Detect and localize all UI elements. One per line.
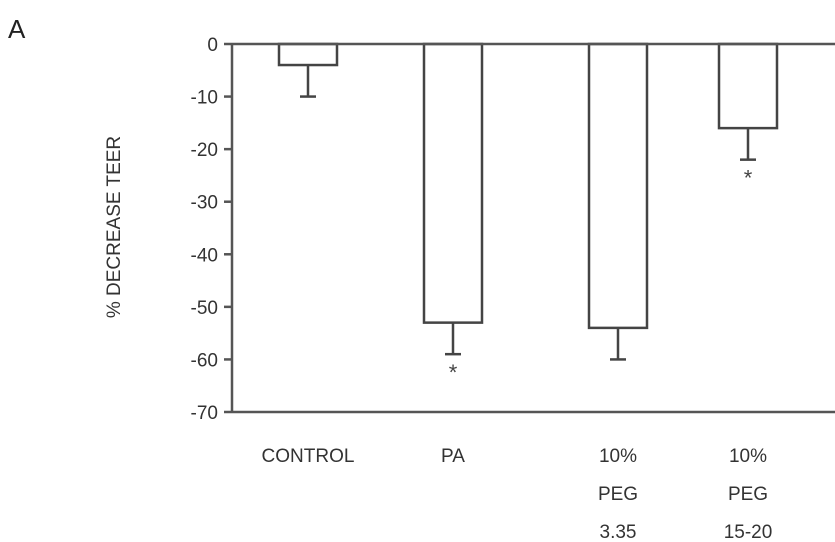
x-axis-categories: CONTROL PA 10% PEG 3.35 10% PEG 15-20 (262, 446, 773, 542)
bar (277, 42, 339, 67)
panel-label: A (8, 14, 26, 44)
y-tick-label: 0 (207, 35, 218, 56)
x-category-label: 10% (599, 446, 637, 467)
y-tick-label: -50 (191, 298, 218, 319)
x-category-label: 15-20 (724, 522, 773, 542)
x-category-label: PEG (728, 484, 768, 505)
significance-marker: * (744, 166, 753, 191)
bar (422, 42, 484, 324)
x-category-label: 3.35 (600, 522, 637, 542)
y-axis-ticks: 0 -10 -20 -30 -40 -50 -60 -70 (191, 35, 232, 424)
y-tick-label: -20 (191, 140, 218, 161)
y-tick-label: -60 (191, 350, 218, 371)
significance-marker: * (449, 360, 458, 385)
y-tick-label: -10 (191, 88, 218, 109)
bars: ** (277, 42, 779, 385)
y-tick-label: -30 (191, 193, 218, 214)
x-category-label: 10% (729, 446, 767, 467)
x-category-label: PEG (598, 484, 638, 505)
bar (587, 42, 649, 330)
x-category-label: PA (441, 446, 465, 467)
y-axis-label: % DECREASE TEER (104, 136, 125, 318)
bar (717, 42, 779, 130)
y-tick-label: -70 (191, 403, 218, 424)
x-category-label: CONTROL (262, 446, 355, 467)
y-tick-label: -40 (191, 245, 218, 266)
